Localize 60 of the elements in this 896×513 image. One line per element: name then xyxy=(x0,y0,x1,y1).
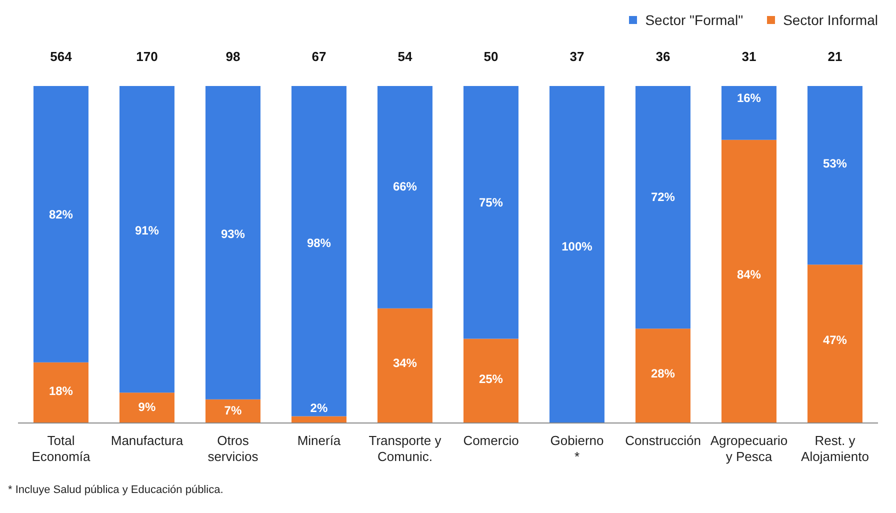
x-tick-label: Comercio xyxy=(463,433,519,448)
x-tick-label: Gobierno * xyxy=(550,433,604,464)
data-label: 93% xyxy=(220,227,246,242)
data-label: 18% xyxy=(48,384,74,398)
bar xyxy=(119,86,174,393)
bar xyxy=(205,399,260,423)
data-label: 25% xyxy=(478,372,504,386)
data-label: 84% xyxy=(736,268,762,282)
text: * Incluye Salud pública y Educación pública. xyxy=(8,484,224,496)
bar xyxy=(33,86,88,362)
bar xyxy=(377,86,432,308)
data-label: 66% xyxy=(392,179,418,194)
data-label: 34% xyxy=(392,356,418,370)
bar xyxy=(721,140,776,423)
data-label: 47% xyxy=(822,333,848,348)
legend-label: Sector Informal xyxy=(782,12,878,28)
data-label: 7% xyxy=(224,404,242,418)
data-label: 53% xyxy=(822,156,848,171)
x-tick-label: Rest. y Alojamiento xyxy=(801,433,869,464)
annotation: 31 xyxy=(742,49,756,64)
annotation: 67 xyxy=(312,49,326,64)
annotation: 50 xyxy=(484,49,498,64)
annotation: 37 xyxy=(570,49,584,64)
bar xyxy=(33,362,88,423)
bar xyxy=(807,264,862,423)
data-label: 28% xyxy=(650,366,676,381)
legend-label: Sector "Formal" xyxy=(644,12,744,28)
bar xyxy=(119,392,174,423)
x-tick-label: Otros servicios xyxy=(208,433,259,464)
bar xyxy=(807,86,862,265)
data-label: 2% xyxy=(310,400,328,415)
bar xyxy=(549,86,604,423)
data-label: 82% xyxy=(48,208,74,222)
bar xyxy=(377,308,432,423)
x-tick-label: Agropecuario y Pesca xyxy=(710,433,788,464)
bar xyxy=(721,86,776,140)
annotation: 170 xyxy=(136,49,158,64)
data-label: 100% xyxy=(562,240,593,254)
annotation: 21 xyxy=(828,49,842,64)
bar xyxy=(635,86,690,329)
bar xyxy=(635,328,690,423)
x-tick-label: Minería xyxy=(297,433,342,448)
annotation: 98 xyxy=(226,49,240,64)
annotation: 564 xyxy=(50,49,73,64)
annotation: 36 xyxy=(656,49,670,64)
bar xyxy=(205,86,260,400)
data-label: 16% xyxy=(736,91,762,106)
data-label: 75% xyxy=(478,195,504,210)
data-label: 72% xyxy=(650,190,676,204)
x-tick-label: Manufactura xyxy=(110,433,184,448)
annotation: 54 xyxy=(398,49,413,64)
bar xyxy=(463,86,518,339)
data-label: 9% xyxy=(138,400,156,414)
data-label: 91% xyxy=(134,224,160,238)
x-tick-label: Total Economía xyxy=(32,433,92,464)
bar xyxy=(291,86,346,416)
x-tick-label: Transporte y Comunic. xyxy=(368,433,442,464)
bar xyxy=(463,338,518,423)
x-tick-label: Construcción xyxy=(625,433,701,448)
data-label: 98% xyxy=(306,236,332,250)
